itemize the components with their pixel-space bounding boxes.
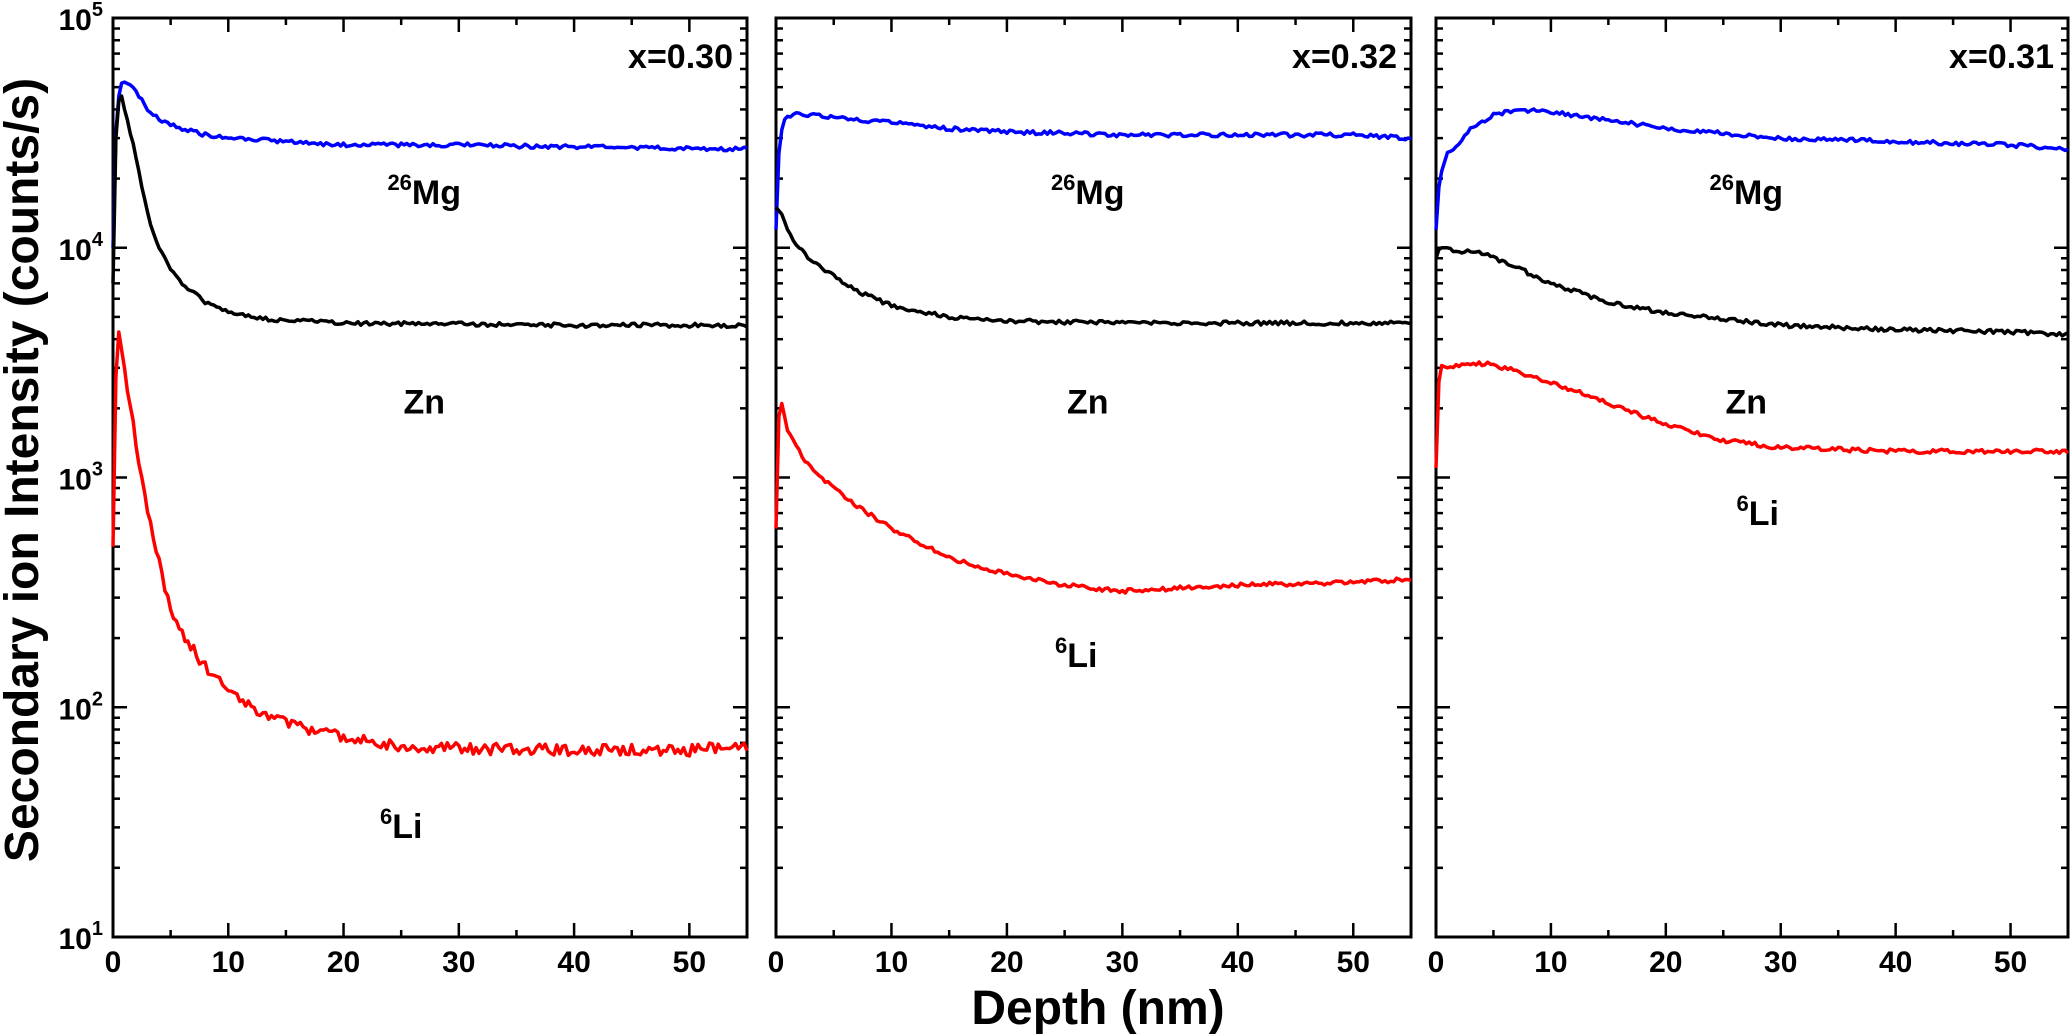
series-label-zn: Zn	[1725, 383, 1767, 421]
series-line-zn	[774, 206, 1412, 327]
series-line-6li	[1434, 360, 2070, 469]
x-tick-label: 10	[212, 946, 245, 979]
panel-label: x=0.30	[628, 38, 733, 76]
x-tick-label: 30	[442, 946, 475, 979]
y-tick-label: 102	[59, 688, 104, 726]
series-line-6li	[111, 330, 749, 758]
series-label-26mg: 26Mg	[387, 170, 461, 212]
x-tick-label: 50	[673, 946, 706, 979]
x-tick-label: 10	[875, 946, 908, 979]
y-axis-title: Secondary ion Intensity (counts/s)	[0, 78, 49, 862]
x-tick-label: 40	[557, 946, 590, 979]
panel-1	[111, 16, 749, 939]
x-axis-title: Depth (nm)	[971, 982, 1224, 1035]
series-line-zn	[111, 94, 748, 330]
x-tick-label: 40	[1221, 946, 1254, 979]
series-label-26mg: 26Mg	[1709, 170, 1783, 212]
panel-frame	[1434, 16, 2070, 939]
x-tick-label: 0	[1428, 946, 1445, 979]
series-label-zn: Zn	[403, 383, 445, 421]
y-tick-label: 101	[59, 918, 104, 956]
x-tick-label: 10	[1534, 946, 1567, 979]
panel-frame	[774, 16, 1413, 939]
x-tick-label: 50	[1994, 946, 2027, 979]
series-label-26mg: 26Mg	[1051, 170, 1125, 212]
x-tick-label: 30	[1106, 946, 1139, 979]
x-tick-label: 30	[1764, 946, 1797, 979]
panel-label: x=0.31	[1949, 38, 2054, 76]
x-tick-label: 20	[990, 946, 1023, 979]
series-label-6li: 6Li	[1737, 491, 1779, 533]
x-tick-label: 50	[1337, 946, 1370, 979]
x-tick-label: 0	[768, 946, 785, 979]
panel-2	[774, 16, 1413, 939]
y-tick-label: 105	[59, 0, 104, 37]
x-tick-label: 0	[105, 946, 122, 979]
series-line-zn	[1434, 246, 2069, 338]
series-line-26mg	[774, 111, 1412, 230]
series-line-6li	[774, 401, 1412, 595]
series-label-6li: 6Li	[1055, 633, 1097, 675]
x-tick-label: 40	[1879, 946, 1912, 979]
x-tick-label: 20	[1649, 946, 1682, 979]
panel-label: x=0.32	[1292, 38, 1397, 76]
panel-frame	[111, 16, 749, 939]
x-tick-label: 20	[327, 946, 360, 979]
panel-3	[1434, 16, 2070, 939]
series-label-6li: 6Li	[380, 804, 422, 846]
series-label-zn: Zn	[1067, 383, 1109, 421]
y-tick-label: 103	[59, 459, 104, 497]
series-line-26mg	[111, 80, 748, 248]
y-tick-label: 104	[59, 229, 104, 267]
series-line-26mg	[1434, 107, 2069, 230]
